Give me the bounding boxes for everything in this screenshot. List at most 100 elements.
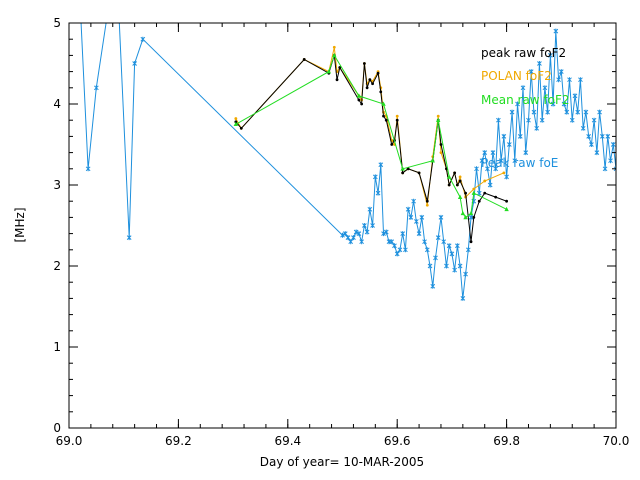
labels-layer: Day of year= 10-MAR-2005 [MHz] <box>13 207 424 469</box>
data-point-mean-raw-fof2 <box>233 121 239 127</box>
data-point-peak-raw-fof2 <box>302 58 306 61</box>
data-point-peak-raw-foe <box>132 61 137 66</box>
data-point-mean-raw-fof2 <box>436 117 441 122</box>
data-point-peak-raw-foe <box>383 229 389 235</box>
data-point-peak-raw-foe <box>394 251 400 257</box>
data-point-peak-raw-fof2 <box>455 183 459 187</box>
data-point-peak-raw-fof2 <box>401 171 405 175</box>
data-point-peak-raw-foe <box>372 174 378 180</box>
data-point-peak-raw-foe <box>594 150 600 156</box>
y-tick-label: 0 <box>53 421 61 435</box>
data-point-peak-raw-foe <box>419 214 425 220</box>
data-point-peak-raw-foe <box>430 283 436 289</box>
data-point-peak-raw-foe <box>353 229 359 235</box>
data-point-peak-raw-foe <box>493 166 499 172</box>
data-point-peak-raw-foe <box>85 166 91 172</box>
data-point-peak-raw-fof2 <box>464 191 467 195</box>
data-point-peak-raw-fof2 <box>379 90 383 94</box>
data-point-mean-raw-fof2 <box>446 174 452 179</box>
data-point-peak-raw-fof2 <box>382 114 385 118</box>
data-point-peak-raw-foe <box>422 239 427 245</box>
data-point-peak-raw-fof2 <box>362 62 366 65</box>
data-point-peak-raw-fof2 <box>384 118 388 122</box>
data-point-peak-raw-foe <box>378 162 384 168</box>
data-point-peak-raw-fof2 <box>447 183 451 187</box>
data-point-peak-raw-foe <box>468 214 474 220</box>
data-point-polan-fof2 <box>436 114 440 118</box>
data-point-mean-raw-fof2 <box>468 210 474 216</box>
data-point-peak-raw-foe <box>487 182 493 188</box>
data-point-polan-fof2 <box>425 203 429 207</box>
data-point-peak-raw-foe <box>400 231 406 237</box>
data-point-mean-raw-fof2 <box>332 52 337 58</box>
data-point-peak-raw-fof2 <box>371 82 374 86</box>
data-point-mean-raw-fof2 <box>457 194 463 199</box>
data-point-peak-raw-foe <box>523 150 529 156</box>
data-point-peak-raw-foe <box>482 150 488 156</box>
data-point-peak-raw-foe <box>381 231 386 237</box>
data-point-peak-raw-foe <box>340 232 345 238</box>
data-point-peak-raw-foe <box>613 166 616 172</box>
data-point-mean-raw-fof2 <box>504 206 509 212</box>
data-point-peak-raw-foe <box>556 77 561 83</box>
data-point-mean-raw-fof2 <box>430 158 435 163</box>
data-point-peak-raw-fof2 <box>425 199 429 203</box>
data-point-peak-raw-foe <box>526 117 531 123</box>
data-point-peak-raw-foe <box>558 69 564 75</box>
data-point-peak-raw-foe <box>539 117 545 123</box>
data-point-peak-raw-foe <box>479 158 485 164</box>
data-point-peak-raw-fof2 <box>453 171 457 175</box>
data-point-peak-raw-foe <box>485 166 490 172</box>
data-point-peak-raw-foe <box>446 243 452 249</box>
data-point-peak-raw-foe <box>591 117 597 123</box>
y-axis-label: [MHz] <box>13 207 27 242</box>
data-point-peak-raw-foe <box>490 150 496 156</box>
data-point-peak-raw-foe <box>575 109 581 115</box>
data-point-peak-raw-foe <box>457 263 463 269</box>
data-point-peak-raw-foe <box>435 235 441 241</box>
data-point-peak-raw-fof2 <box>395 118 399 122</box>
data-point-polan-fof2 <box>458 175 462 179</box>
data-point-peak-raw-foe <box>602 166 608 172</box>
x-tick-label: 69.4 <box>274 434 301 448</box>
data-point-peak-raw-foe <box>496 117 501 123</box>
data-point-peak-raw-foe <box>370 223 375 228</box>
data-point-peak-raw-fof2 <box>505 199 508 203</box>
data-point-peak-raw-foe <box>389 239 395 245</box>
data-point-polan-fof2 <box>439 151 443 155</box>
data-point-mean-raw-fof2 <box>356 93 362 98</box>
data-point-peak-raw-foe <box>528 69 534 75</box>
data-point-peak-raw-foe <box>474 166 479 172</box>
data-point-polan-fof2 <box>483 179 487 183</box>
data-point-peak-raw-foe <box>545 109 550 115</box>
data-point-peak-raw-foe <box>517 133 523 139</box>
data-point-peak-raw-fof2 <box>439 143 443 146</box>
data-point-peak-raw-foe <box>444 263 449 269</box>
data-point-peak-raw-foe <box>583 109 589 115</box>
legend-label-peak-raw-foe: Peak raw foE <box>481 156 558 170</box>
x-tick-label: 69.0 <box>56 434 83 448</box>
data-point-peak-raw-foe <box>589 142 594 147</box>
data-point-peak-raw-foe <box>531 109 537 115</box>
data-point-mean-raw-fof2 <box>326 69 332 74</box>
data-point-peak-raw-fof2 <box>469 240 473 244</box>
data-point-peak-raw-fof2 <box>376 71 380 75</box>
data-point-peak-raw-foe <box>509 109 515 115</box>
data-point-peak-raw-fof2 <box>368 78 372 82</box>
data-point-peak-raw-fof2 <box>338 66 342 69</box>
data-point-peak-raw-fof2 <box>357 98 361 102</box>
data-point-peak-raw-fof2 <box>360 102 364 106</box>
data-point-peak-raw-foe <box>441 239 447 245</box>
data-point-peak-raw-foe <box>463 271 468 277</box>
data-point-peak-raw-foe <box>501 133 507 139</box>
data-point-peak-raw-foe <box>438 214 444 220</box>
data-point-polan-fof2 <box>395 114 399 118</box>
data-point-peak-raw-foe <box>405 206 411 212</box>
data-point-peak-raw-foe <box>515 101 520 107</box>
data-point-peak-raw-foe <box>359 239 364 245</box>
y-tick-label: 2 <box>53 259 61 273</box>
data-point-peak-raw-foe <box>608 158 613 164</box>
x-tick-label: 69.6 <box>384 434 411 448</box>
